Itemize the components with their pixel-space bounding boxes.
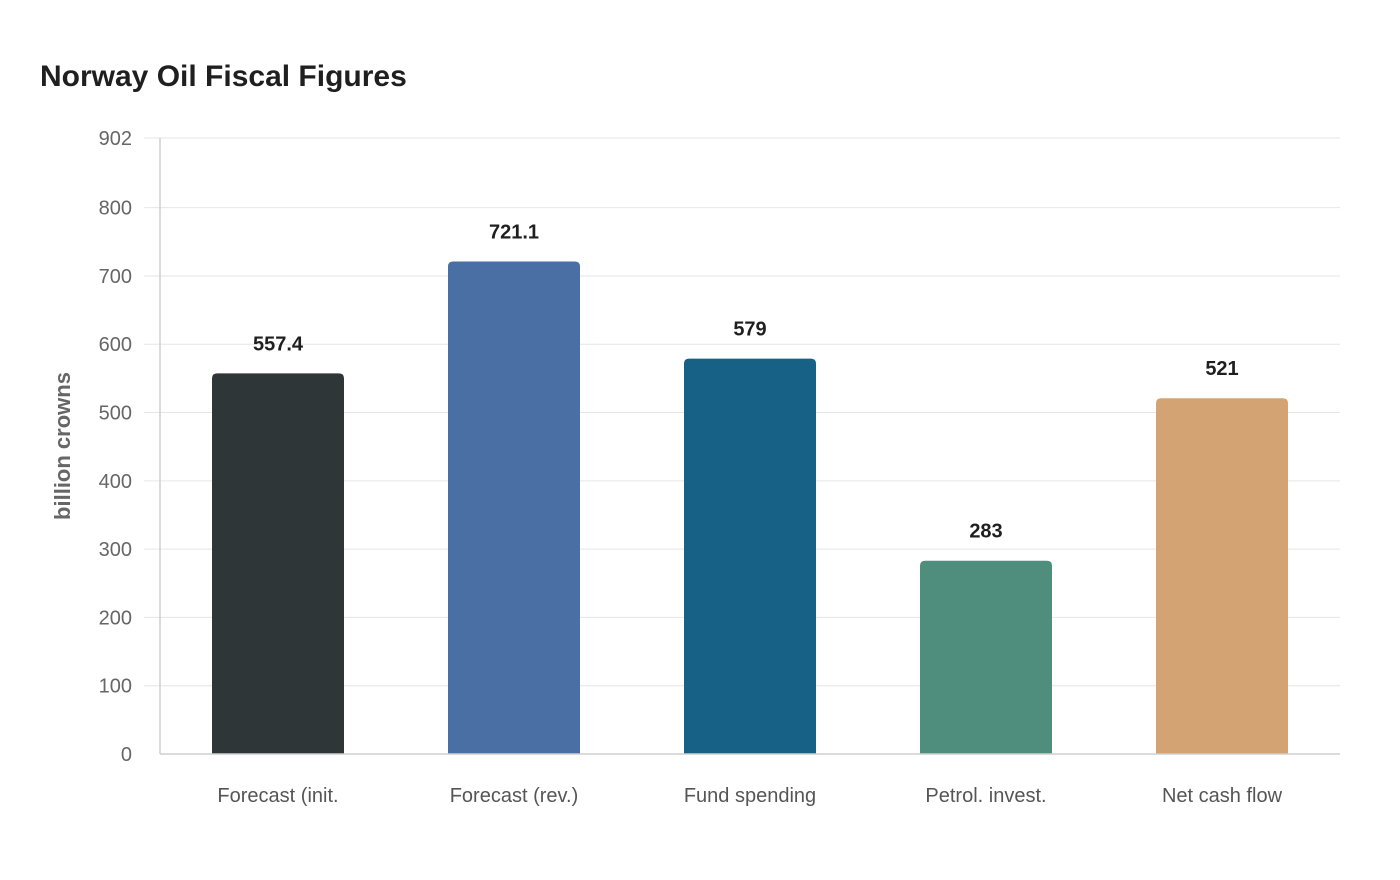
y-tick-label: 300 [99,539,132,561]
x-tick-label: Forecast (init. [217,785,338,807]
y-tick-label: 400 [99,471,132,493]
bar [448,261,580,754]
x-tick-labels: Forecast (init. Forecast (rev.) Fund spend… [217,785,1282,807]
y-tick-label: 200 [99,607,132,629]
bar-value-label: 557.4 [253,333,304,355]
x-tick-label: Forecast (rev.) [450,785,579,807]
bar [1156,398,1288,754]
x-tick-label: Fund spending [684,785,816,807]
bar [920,560,1052,754]
bar [212,373,344,754]
y-tick-label: 0 [121,744,132,766]
bar-value-label: 521 [1205,358,1238,380]
bars [212,261,1288,754]
y-tick-label: 902 [99,128,132,150]
y-tick-labels: 0 100 200 300 400 500 600 700 800 902 [99,128,132,766]
x-tick-label: Petrol. invest. [925,785,1046,807]
bar [684,358,816,754]
y-tick-label: 100 [99,676,132,698]
y-axis-title: billion crowns [50,372,75,520]
axes [159,138,1340,755]
bar-value-label: 721.1 [489,222,539,244]
data-labels: 557.4 721.1 579 283 521 [253,222,1239,543]
y-tick-label: 600 [99,334,132,356]
y-tick-label: 500 [99,403,132,425]
y-tick-label: 700 [99,266,132,288]
bar-value-label: 283 [969,521,1002,543]
x-tick-label: Net cash flow [1162,785,1283,807]
bar-value-label: 579 [733,319,766,341]
y-tick-label: 800 [99,198,132,220]
chart-title: Norway Oil Fiscal Figures [40,60,407,93]
